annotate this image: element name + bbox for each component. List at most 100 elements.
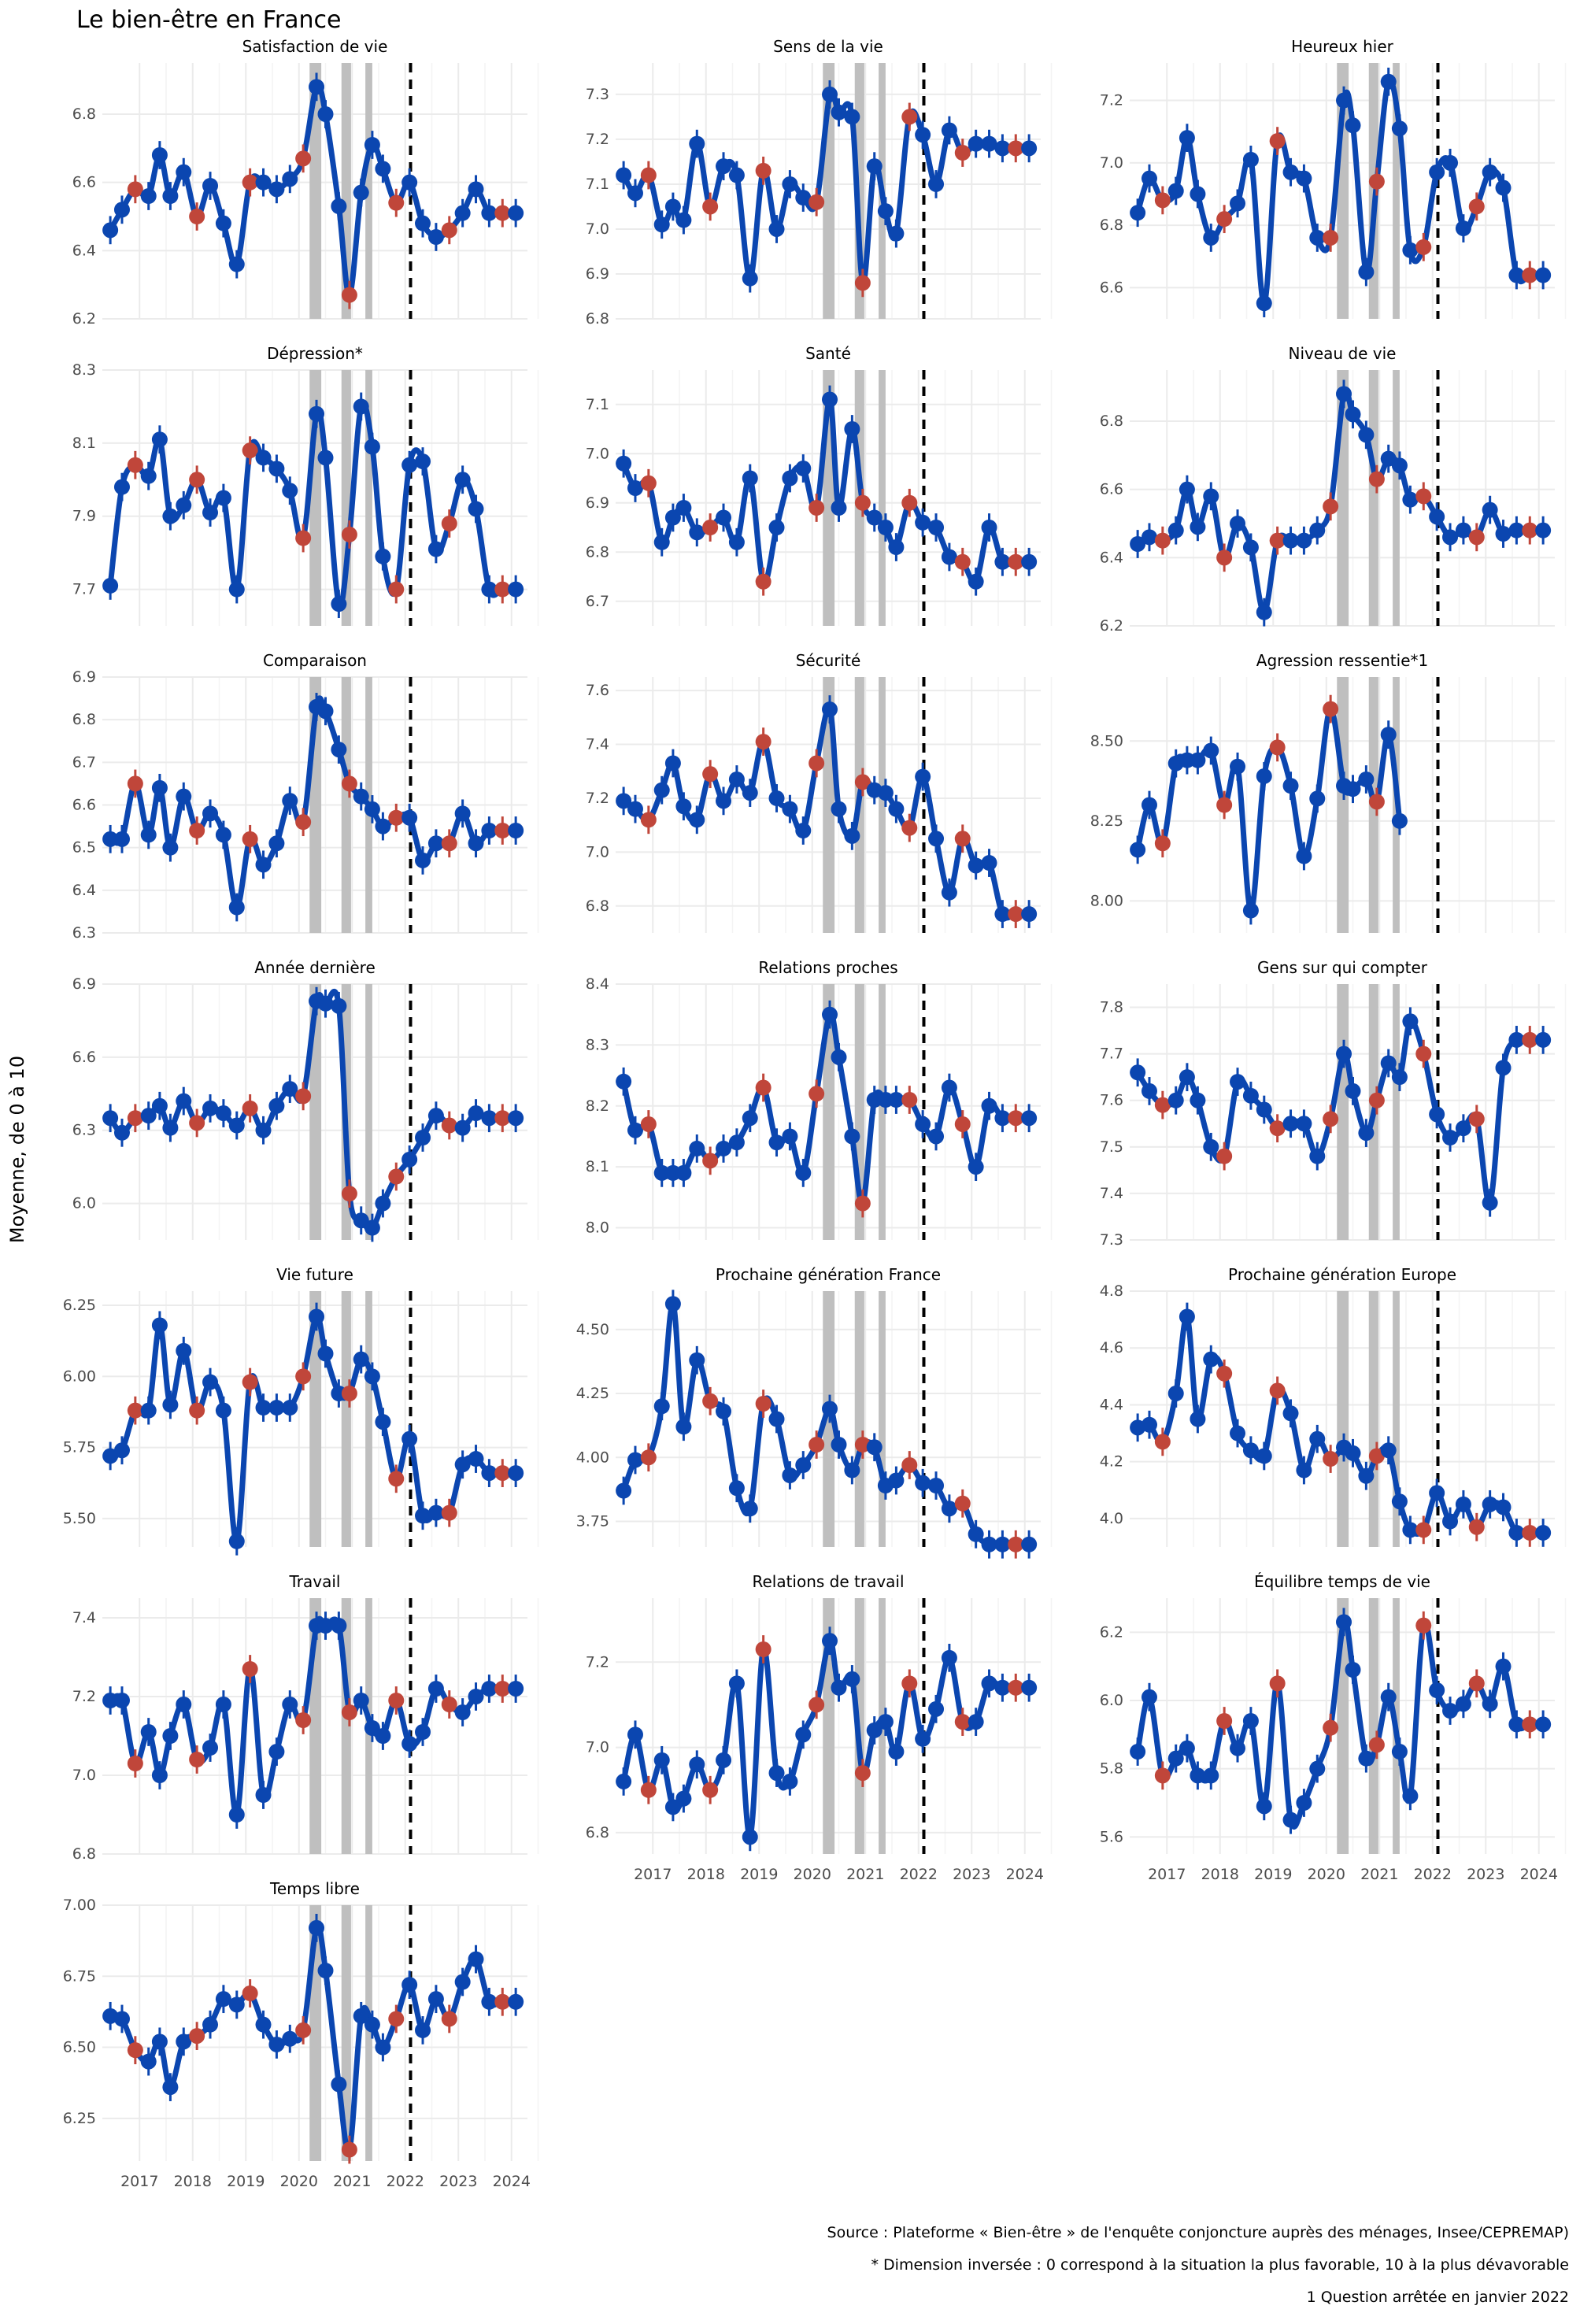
data-point [1167,1750,1184,1767]
data-point-red [341,1386,357,1401]
data-point [888,539,905,555]
data-point [268,461,285,477]
data-point [353,1212,369,1229]
y-tick-label: 8.50 [1090,732,1123,749]
data-point [782,1128,798,1145]
panel-title: Prochaine génération France [716,1265,941,1284]
y-tick-label: 6.4 [72,882,96,899]
data-point-red [494,1110,511,1127]
y-tick-label: 7.6 [586,682,609,699]
y-tick-label: 6.6 [72,174,96,191]
y-tick-label: 6.9 [586,265,609,283]
data-point [468,1451,484,1467]
data-point [113,1442,130,1459]
data-point-red [242,442,258,459]
data-point [831,1437,847,1452]
y-tick-label: 8.25 [1090,812,1123,830]
data-point [1256,1798,1272,1815]
y-tick-label: 7.4 [1100,1185,1123,1202]
data-point [215,1697,231,1712]
data-point [508,1465,524,1482]
data-point [140,827,157,843]
data-point [202,805,219,822]
lockdown-shade [1368,1598,1378,1854]
y-tick-label: 6.6 [1100,279,1123,296]
data-point [309,1919,325,1936]
panel-15: Travail 6.8 7.0 7.2 7.4 [72,1572,539,1863]
data-point [1230,195,1246,212]
data-point [151,1317,168,1334]
panel-title: Équilibre temps de vie [1254,1572,1430,1591]
y-tick-label: 7.2 [586,131,609,148]
data-point [1256,1101,1272,1118]
data-point-red [494,581,511,598]
data-point-red [1468,1519,1485,1535]
data-point-red [1269,1120,1286,1137]
panel-13: Prochaine génération France 3.75 4.00 4.25 4… [576,1265,1053,1559]
data-point [309,79,325,95]
data-point-red [702,1393,719,1409]
data-point [427,835,444,852]
data-point-red [1468,529,1485,546]
data-point [795,190,812,206]
data-point-red [441,222,457,239]
data-point [215,1105,231,1122]
data-point-red [441,2011,457,2027]
data-point [1282,1811,1299,1828]
data-point [508,205,524,221]
data-point [151,1097,168,1114]
data-point-red [1154,1097,1171,1113]
panel-title: Sens de la vie [773,37,883,56]
caption-source: Source : Plateforme « Bien-être » de l'e… [827,2224,1569,2241]
data-point [140,468,157,484]
data-point [401,1736,418,1752]
data-point [675,798,692,815]
data-point [415,1508,431,1524]
data-point-red [640,1782,657,1798]
data-point [994,906,1011,923]
data-point [1230,1425,1246,1441]
x-tick-label: 2023 [1467,1866,1504,1883]
data-point-red [1415,1522,1432,1538]
data-point [282,1081,298,1097]
panel-title: Travail [289,1572,341,1591]
data-point [1429,1106,1445,1123]
data-point-red [755,162,771,179]
data-point [331,997,347,1014]
y-axis-label: Moyenne, de 0 à 10 [6,1056,28,1243]
data-point [1141,170,1157,187]
data-point-red [1468,1111,1485,1127]
x-tick-label: 2022 [1414,1866,1452,1883]
y-tick-label: 4.0 [1100,1510,1123,1527]
data-point [782,1467,798,1483]
data-point [728,1134,745,1151]
data-point [728,167,745,183]
data-point [1429,1682,1445,1698]
data-point [782,470,798,487]
data-point [653,1164,670,1181]
data-point [1190,186,1206,202]
data-point [102,1448,119,1464]
data-point [877,520,894,535]
y-tick-label: 7.2 [1100,92,1123,109]
data-point-red [388,809,405,826]
y-tick-label: 4.4 [1100,1396,1123,1413]
data-point [782,801,798,817]
data-point [888,1092,905,1108]
data-point [941,1649,957,1666]
data-point [1309,229,1326,246]
data-point [1495,1060,1512,1076]
data-point-red [189,1115,205,1131]
data-point [782,1773,798,1789]
data-point [508,1681,524,1697]
data-point [928,520,945,535]
y-tick-label: 6.2 [1100,1623,1123,1641]
data-point [415,2022,431,2038]
data-point [255,2016,272,2033]
data-point [1380,1055,1397,1071]
data-point [1442,1703,1459,1719]
data-point-red [640,1116,657,1132]
panel-4: Santé 6.7 6.8 6.9 7.0 7.1 [586,344,1053,626]
data-point-red [295,1368,312,1385]
data-point [981,855,997,872]
